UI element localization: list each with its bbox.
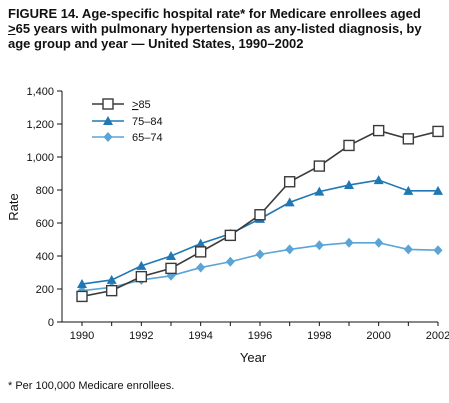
y-axis-label: Rate xyxy=(6,193,21,220)
legend-marker xyxy=(103,132,113,142)
x-tick-label: 1990 xyxy=(70,330,94,342)
legend-entry-2: 65–74 xyxy=(92,132,163,144)
chart-legend: >85 75–84 65–74 xyxy=(92,98,163,144)
data-point xyxy=(372,124,385,137)
data-point xyxy=(374,237,384,248)
x-axis-ticks: 1990 1992 1994 1996 1998 2000 2002 xyxy=(70,322,449,342)
y-tick-label: 400 xyxy=(36,251,54,263)
data-point xyxy=(195,238,206,248)
data-point xyxy=(373,175,384,185)
data-point xyxy=(314,240,324,251)
data-point xyxy=(283,176,296,188)
data-point xyxy=(343,139,355,152)
data-point xyxy=(284,197,295,207)
data-point xyxy=(255,249,265,260)
data-point xyxy=(105,284,118,297)
data-point xyxy=(166,251,176,260)
data-point xyxy=(432,125,444,138)
chart-axes xyxy=(61,91,438,323)
legend-marker xyxy=(102,98,114,110)
data-point xyxy=(106,274,117,284)
footnote: * Per 100,000 Medicare enrollees. xyxy=(8,380,175,392)
series-2 xyxy=(77,237,443,296)
data-point xyxy=(344,180,354,190)
x-tick-label: 1996 xyxy=(248,330,272,342)
y-tick-label: 1,200 xyxy=(26,119,54,131)
data-point xyxy=(224,229,237,242)
data-point xyxy=(254,209,266,221)
y-tick-label: 0 xyxy=(48,317,54,329)
title-post: 65 years with pulmonary hypertension as … xyxy=(8,21,422,51)
x-tick-label: 1998 xyxy=(307,330,331,342)
data-point xyxy=(403,185,414,195)
data-point xyxy=(402,133,415,145)
chart-series xyxy=(76,124,444,303)
legend-entry-1: 75–84 xyxy=(92,116,163,128)
legend-label: >85 xyxy=(132,99,151,111)
y-tick-label: 1,000 xyxy=(26,152,54,164)
x-tick-label: 2000 xyxy=(366,330,390,342)
x-axis-label: Year xyxy=(240,350,267,365)
data-point xyxy=(433,185,443,195)
y-tick-label: 200 xyxy=(36,284,54,296)
legend-entry-0: >85 xyxy=(92,98,151,111)
figure-title: FIGURE 14. Age-specific hospital rate* f… xyxy=(8,6,444,51)
series-0 xyxy=(76,124,444,303)
data-point xyxy=(135,270,148,283)
legend-label: 75–84 xyxy=(132,116,163,128)
data-point xyxy=(196,262,206,273)
y-tick-label: 1,400 xyxy=(26,86,54,98)
data-point xyxy=(225,256,235,267)
data-point xyxy=(194,246,207,258)
y-tick-label: 800 xyxy=(36,185,54,197)
x-tick-label: 1994 xyxy=(188,330,212,342)
x-tick-label: 1992 xyxy=(129,330,153,342)
y-tick-label: 600 xyxy=(36,218,54,230)
series-line xyxy=(81,179,438,285)
title-pre: FIGURE 14. Age-specific hospital rate* f… xyxy=(8,6,421,21)
legend-label: 65–74 xyxy=(132,132,163,144)
title-ge-symbol: > xyxy=(8,21,16,36)
x-tick-label: 2002 xyxy=(426,330,449,342)
data-point xyxy=(433,245,443,256)
data-point xyxy=(76,290,88,303)
legend-marker xyxy=(103,116,113,125)
data-point xyxy=(285,244,295,255)
data-point xyxy=(313,160,326,172)
y-axis-ticks: 0 200 400 600 800 1,000 1,200 1,400 xyxy=(26,86,62,329)
data-point xyxy=(403,244,413,255)
data-point xyxy=(77,279,87,289)
data-point xyxy=(314,186,325,196)
data-point xyxy=(165,262,177,275)
series-1 xyxy=(77,175,443,289)
data-point xyxy=(136,260,147,270)
data-point xyxy=(344,237,354,248)
